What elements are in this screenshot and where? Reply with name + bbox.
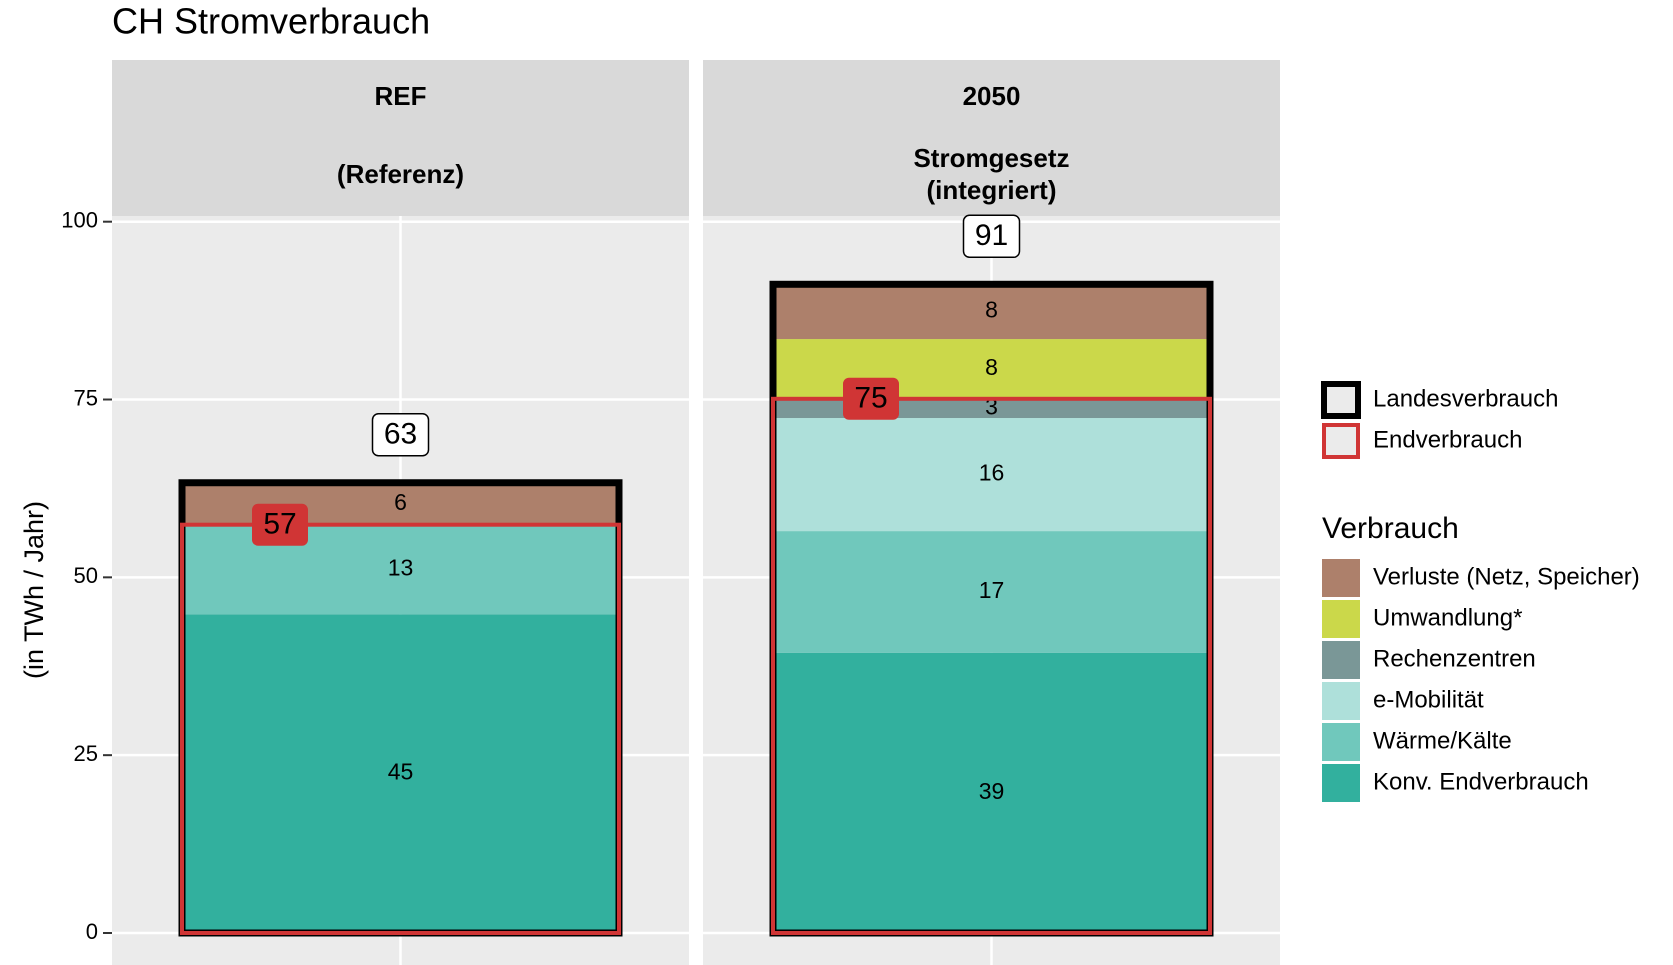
facet-label: (Referenz): [337, 159, 464, 189]
outline-endverbrauch: [771, 396, 1212, 935]
legend-label: Umwandlung*: [1373, 604, 1522, 631]
y-tick-label: 50: [74, 563, 98, 588]
facet-label: 2050: [963, 81, 1021, 111]
facet-label: Stromgesetz: [913, 143, 1069, 173]
y-tick-label: 25: [74, 741, 98, 766]
end-label: 75: [854, 382, 887, 415]
facet-label: REF: [375, 81, 427, 111]
end-label-box: [843, 377, 899, 420]
value-label: 39: [979, 778, 1005, 804]
facet-strip: [703, 60, 1280, 216]
legend-label: Rechenzentren: [1373, 645, 1536, 672]
total-label: 63: [384, 418, 417, 451]
y-tick-label: 75: [74, 385, 98, 410]
legend-key: [1322, 600, 1360, 638]
y-tick-label: 100: [61, 208, 98, 233]
value-label: 8: [985, 297, 998, 323]
legend-key: [1322, 723, 1360, 761]
total-label: 91: [975, 219, 1008, 252]
bar-segment: [773, 284, 1210, 340]
value-label: 8: [985, 354, 998, 380]
bar-segment: [773, 531, 1210, 653]
y-tick-label: 0: [86, 919, 98, 944]
value-label: 6: [394, 489, 407, 515]
legend-key: [1321, 381, 1361, 419]
bar-segment: [182, 614, 619, 933]
legend-label: Endverbrauch: [1373, 426, 1522, 453]
legend-key: [1322, 641, 1360, 679]
legend-label: Konv. Endverbrauch: [1373, 768, 1589, 795]
value-label: 13: [388, 555, 414, 581]
legend-label: Landesverbrauch: [1373, 385, 1558, 412]
facet-label: (integriert): [927, 175, 1057, 205]
total-label-box: [962, 214, 1021, 259]
legend-title: Verbrauch: [1322, 512, 1459, 545]
value-label: 45: [388, 759, 414, 785]
end-label: 57: [263, 508, 296, 541]
bar-segment: [773, 652, 1210, 933]
total-label-box: [371, 412, 430, 457]
legend-key: [1322, 559, 1360, 597]
legend-key: [1322, 682, 1360, 720]
legend-key: [1322, 764, 1360, 802]
legend-key: [1322, 423, 1360, 459]
legend-label: Wärme/Kälte: [1373, 727, 1512, 754]
legend-label: e-Mobilität: [1373, 686, 1484, 713]
outline-endverbrauch: [180, 522, 621, 935]
facet-strip: [112, 60, 689, 216]
end-label-box: [252, 503, 308, 546]
y-axis-label: (in TWh / Jahr): [19, 501, 49, 679]
value-label: 16: [979, 460, 1005, 486]
legend-label: Verluste (Netz, Speicher): [1373, 563, 1640, 590]
chart-title: CH Stromverbrauch: [112, 1, 430, 42]
bar-segment: [773, 418, 1210, 532]
value-label: 17: [979, 577, 1005, 603]
